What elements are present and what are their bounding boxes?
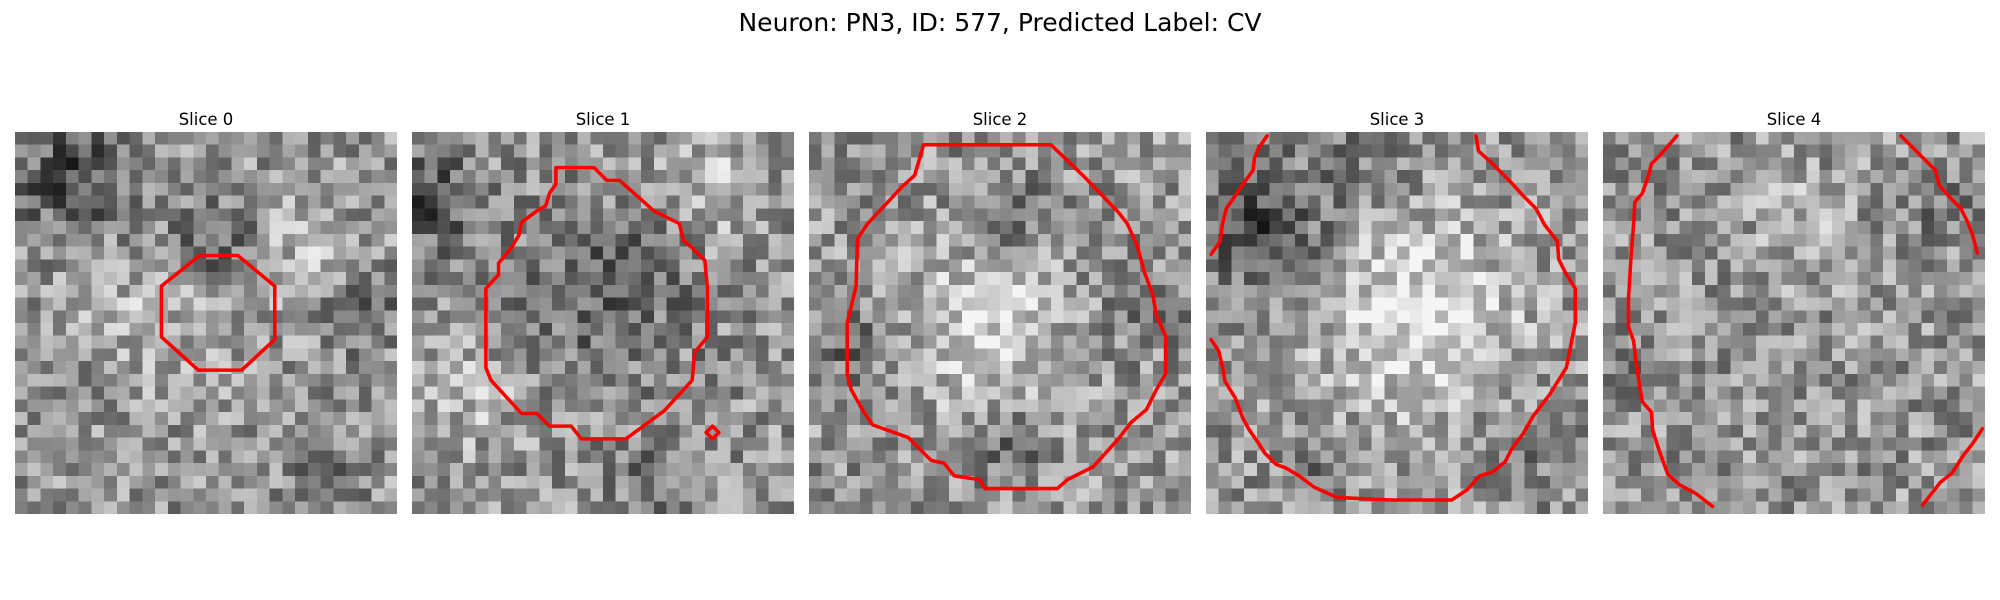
segmentation-contour [484, 165, 710, 441]
slice-3-image [1206, 132, 1588, 514]
slice-4-title: Slice 4 [1766, 110, 1822, 129]
segmentation-contour-lower-right [1920, 426, 1985, 507]
figure-title: Neuron: PN3, ID: 577, Predicted Label: C… [738, 8, 1262, 37]
slice-panel-1: Slice 1 [412, 108, 794, 514]
slice-0-image [15, 132, 397, 514]
segmentation-contour-left [1626, 134, 1715, 509]
slice-4-image [1603, 132, 1985, 514]
segmentation-contour [845, 142, 1168, 491]
segmentation-contour-lower [1209, 134, 1578, 502]
slice-panel-2: Slice 2 [809, 108, 1191, 514]
slice-1-title: Slice 1 [575, 110, 631, 129]
slice-panel-4: Slice 4 [1603, 108, 1985, 514]
slice-1-image [412, 132, 794, 514]
slice-3-title: Slice 3 [1369, 110, 1425, 129]
slice-panel-3: Slice 3 [1206, 108, 1588, 514]
slice-panel-0: Slice 0 [15, 108, 397, 514]
segmentation-contour-upper-right [1899, 134, 1980, 255]
segmentation-contour-upper-left [1209, 134, 1269, 257]
segmentation-contour-small [704, 424, 721, 441]
segmentation-contour [159, 253, 277, 372]
slice-0-title: Slice 0 [178, 110, 234, 129]
slice-2-title: Slice 2 [972, 110, 1028, 129]
slice-2-image [809, 132, 1191, 514]
